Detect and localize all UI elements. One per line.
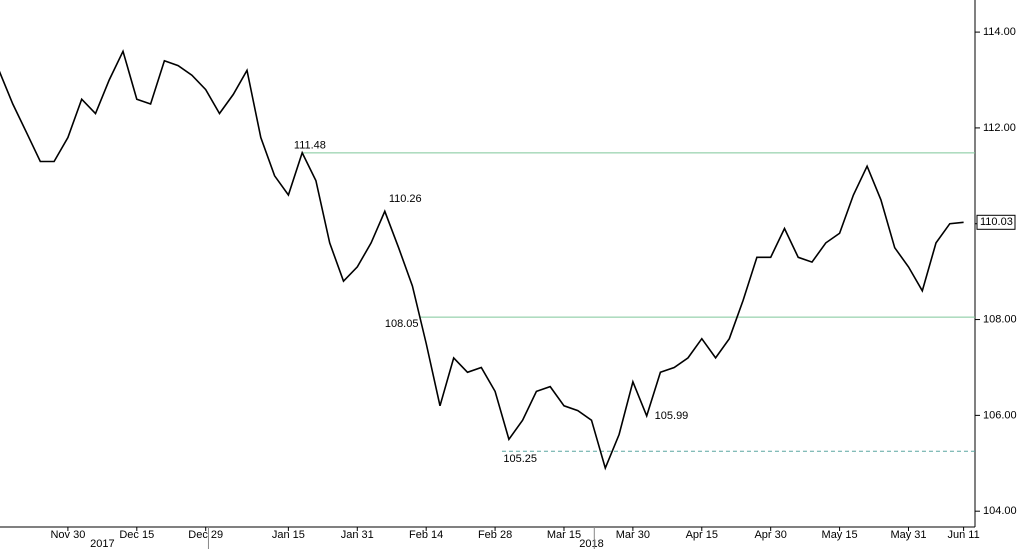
x-tick-label: Jan 15	[272, 529, 305, 541]
x-tick-label: Nov 30	[50, 529, 85, 541]
y-tick-label: 108.00	[983, 313, 1017, 325]
y-tick-label: 104.00	[983, 505, 1017, 517]
last-value-box	[976, 214, 1016, 230]
level-label: 108.05	[385, 318, 419, 330]
x-tick-label: Apr 30	[754, 529, 786, 541]
price-line	[0, 49, 964, 471]
x-tick-label: May 31	[890, 529, 926, 541]
x-tick-label: Mar 30	[616, 529, 650, 541]
x-tick-label: Apr 15	[686, 529, 718, 541]
year-label: 2017	[90, 538, 114, 549]
level-label: 111.48	[294, 140, 326, 152]
x-tick-label: Dec 15	[119, 529, 154, 541]
x-tick-label: Jun 11	[947, 529, 979, 541]
x-tick-label: Feb 28	[478, 529, 512, 541]
y-tick-label: 112.00	[983, 122, 1016, 134]
x-tick-label: May 15	[822, 529, 858, 541]
x-tick-label: Dec 29	[188, 529, 223, 541]
x-tick-label: Feb 14	[409, 529, 443, 541]
year-label: 2018	[579, 538, 603, 549]
point-label: 105.99	[655, 410, 689, 422]
last-value-label: 110.03	[980, 216, 1013, 228]
y-tick-label: 114.00	[983, 26, 1016, 38]
x-tick-label: Mar 15	[547, 529, 581, 541]
point-label: 110.26	[389, 193, 422, 205]
level-label: 105.25	[503, 453, 537, 465]
y-tick-label: 106.00	[983, 409, 1017, 421]
x-tick-label: Jan 31	[341, 529, 374, 541]
